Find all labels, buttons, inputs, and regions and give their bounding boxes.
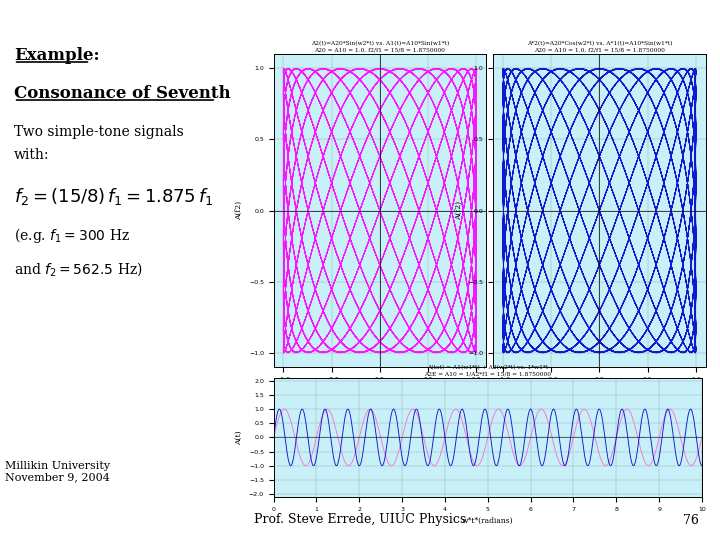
Text: with:: with:: [14, 148, 49, 163]
Text: Consonance of Seventh: Consonance of Seventh: [14, 85, 230, 102]
Y-axis label: A(t): A(t): [235, 430, 243, 445]
X-axis label: w*t*(radians): w*t*(radians): [462, 517, 513, 525]
Text: Two simple-tone signals: Two simple-tone signals: [14, 125, 184, 139]
X-axis label: A(f1): A(f1): [370, 388, 390, 395]
Text: Prof. Steve Errede, UIUC Physics: Prof. Steve Errede, UIUC Physics: [254, 514, 466, 526]
Title: A2(t)=A20*Sin(w2*t) vs. A1(t)=A10*Sin(w1*t)
A20 = A10 = 1.0, f2/f1 = 15/8 = 1.87: A2(t)=A20*Sin(w2*t) vs. A1(t)=A10*Sin(w1…: [310, 41, 449, 52]
X-axis label: A(f1): A(f1): [590, 388, 609, 395]
Title: A*2(t)=A20*Cos(w2*t) vs. A*1(t)=A10*Sin(w1*t)
A20 = A10 = 1.0, f2/f1 = 15/8 = 1.: A*2(t)=A20*Cos(w2*t) vs. A*1(t)=A10*Sin(…: [526, 41, 672, 52]
Text: and $f_2 = 562.5$ Hz): and $f_2 = 562.5$ Hz): [14, 260, 143, 278]
Text: Example:: Example:: [14, 46, 99, 64]
Text: 76: 76: [683, 514, 698, 526]
Y-axis label: A(f2): A(f2): [235, 201, 243, 220]
Title: A(tot) = A1(w1*t) + A2(w2*t) vs. 1*w1*t
A2E = A10 = 1/A2*f1 = 15/8 = 1.8750000: A(tot) = A1(w1*t) + A2(w2*t) vs. 1*w1*t …: [424, 365, 552, 376]
Text: Millikin University
November 9, 2004: Millikin University November 9, 2004: [6, 461, 111, 483]
Text: (e.g. $f_1 = 300$ Hz: (e.g. $f_1 = 300$ Hz: [14, 226, 130, 245]
Y-axis label: A(f2): A(f2): [455, 201, 463, 220]
Text: $f_2 = (15/8)\,f_1 = 1.875\,f_1$: $f_2 = (15/8)\,f_1 = 1.875\,f_1$: [14, 186, 213, 207]
